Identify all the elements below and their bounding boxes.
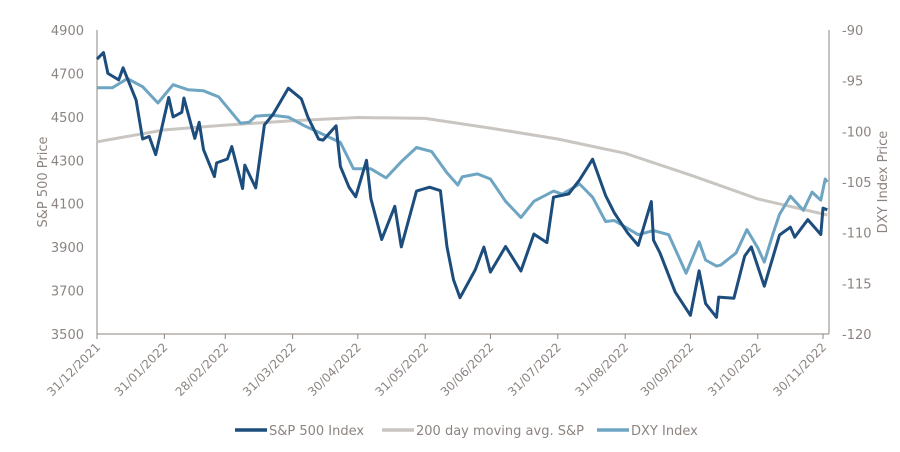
x-tick-label: 30/04/2022 [305, 340, 364, 399]
y2-tick-label: -100 [842, 125, 872, 140]
y-tick-label: 4300 [51, 154, 84, 169]
x-tick-label: 28/02/2022 [173, 340, 232, 399]
series-line-1 [96, 116, 828, 217]
y2-tick-label: -95 [842, 75, 863, 90]
legend-label: DXY Index [631, 424, 698, 439]
y-tick-label: 3700 [51, 285, 84, 300]
y2-tick-label: -105 [842, 176, 872, 191]
y-tick-label: 4100 [51, 198, 84, 213]
x-tick-label: 31/10/2022 [705, 340, 764, 399]
axes: 3500 3700 3900 4100 4300 4500 4700 4900 -120 -115… [44, 24, 871, 399]
x-tick-label: 31/01/2022 [112, 340, 171, 399]
x-tick-label: 31/12/2021 [44, 340, 103, 399]
x-tick-label: 30/11/2022 [770, 340, 829, 399]
x-tick-label: 30/06/2022 [438, 340, 497, 399]
legend-label: S&P 500 Index [269, 424, 364, 439]
series-line-0 [95, 51, 828, 319]
x-tick-label: 31/07/2022 [505, 340, 564, 399]
series-line-2 [97, 77, 829, 275]
y2-tick-label: -115 [842, 277, 872, 292]
x-tick-label: 31/05/2022 [373, 340, 432, 399]
y-tick-label: 3500 [51, 328, 84, 343]
y-tick-label: 4900 [51, 24, 84, 39]
y2-tick-label: -110 [842, 227, 872, 242]
y-tick-label: 4700 [51, 67, 84, 82]
y2-axis-label: DXY Index Price [876, 131, 891, 234]
legend: S&P 500 Index 200 day moving avg. S&P DXY … [235, 424, 698, 439]
y2-tick-label: -90 [842, 24, 863, 39]
y-axis-label: S&P 500 Price [36, 136, 51, 227]
y-tick-label: 3900 [51, 241, 84, 256]
x-tick-label: 30/09/2022 [638, 340, 697, 399]
x-tick-label: 31/08/2022 [573, 340, 632, 399]
series-lines [95, 51, 829, 319]
x-tick-label: 31/03/2022 [240, 340, 299, 399]
y-tick-label: 4500 [51, 111, 84, 126]
y2-tick-label: -120 [842, 328, 872, 343]
legend-label: 200 day moving avg. S&P [416, 424, 584, 439]
